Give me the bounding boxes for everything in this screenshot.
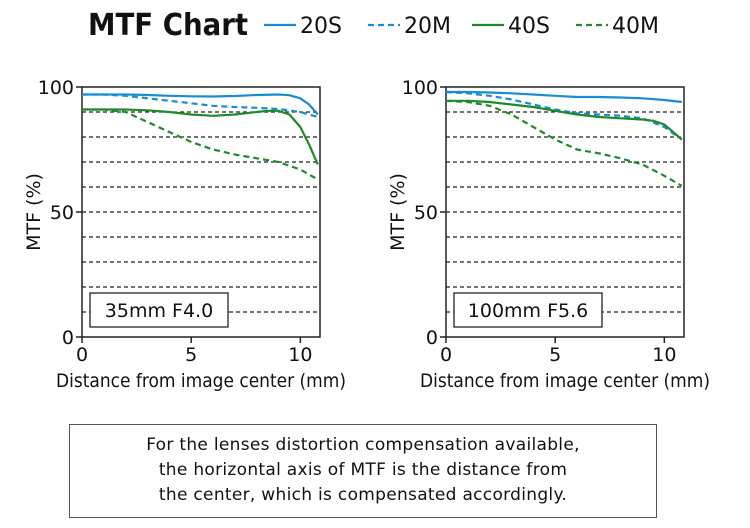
y-tick-label: 0	[426, 327, 438, 349]
x-tick-label: 5	[185, 344, 197, 366]
legend-label: 40S	[508, 14, 550, 39]
series-line-40s	[446, 99, 683, 141]
y-tick-label: 50	[50, 202, 74, 224]
y-axis-label: MTF (%)	[387, 173, 409, 251]
y-tick-label: 0	[62, 327, 74, 349]
legend-item-40m: 40M	[576, 14, 659, 39]
note-line: For the lenses distortion compensation a…	[146, 435, 580, 455]
legend-label: 40M	[612, 14, 659, 39]
series-line-40m	[445, 99, 683, 187]
lens-label: 35mm F4.0	[105, 300, 213, 322]
x-tick-label: 0	[440, 344, 452, 366]
y-tick-label: 100	[402, 77, 438, 99]
header: MTF Chart 20S 20M 40S 40M	[0, 0, 750, 60]
note-text: For the lenses distortion compensation a…	[70, 433, 656, 508]
note-line: the horizontal axis of MTF is the distan…	[158, 460, 568, 480]
chart-title: MTF Chart	[88, 8, 249, 43]
note-box: For the lenses distortion compensation a…	[69, 424, 657, 518]
series-line-20s	[82, 93, 319, 116]
x-axis-label: Distance from image center (mm)	[56, 370, 346, 392]
note-line: the center, which is compensated accordi…	[158, 485, 568, 505]
y-tick-label: 100	[38, 77, 74, 99]
series-line-20s	[446, 90, 682, 104]
legend-label: 20S	[300, 14, 342, 39]
x-axis-label: Distance from image center (mm)	[420, 370, 710, 392]
lens-label-box	[89, 292, 229, 328]
x-tick-label: 10	[288, 344, 312, 366]
lens-label-box	[453, 292, 603, 328]
lens-label: 100mm F5.6	[468, 300, 588, 322]
legend-label: 20M	[404, 14, 451, 39]
x-tick-label: 5	[549, 344, 561, 366]
legend-item-20m: 20M	[368, 14, 451, 39]
legend-item-20s: 20S	[264, 14, 342, 39]
series-line-40m	[82, 108, 319, 181]
x-tick-label: 10	[652, 344, 676, 366]
y-axis-label: MTF (%)	[23, 173, 45, 251]
series-line-40s	[82, 108, 319, 165]
legend-item-40s: 40S	[472, 14, 550, 39]
mtf-chart-35mm-f4-0: 0 50 100 0 5 10 Distance from image center (mm…	[23, 77, 346, 392]
y-tick-label: 50	[414, 202, 438, 224]
series-line-20m	[82, 93, 319, 119]
mtf-chart-100mm-f5-6: 0 50 100 0 5 10 Distance from image center (mm…	[387, 77, 710, 392]
legend: 20S 20M 40S 40M	[264, 14, 659, 39]
x-tick-label: 0	[76, 344, 88, 366]
